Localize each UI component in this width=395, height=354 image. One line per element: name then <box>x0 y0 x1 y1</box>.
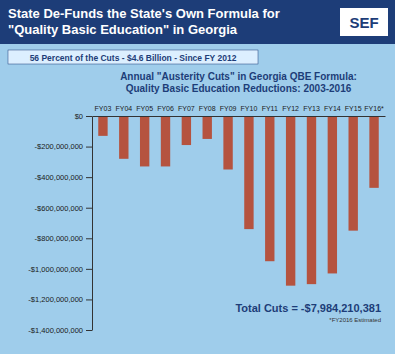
bar <box>307 116 316 284</box>
bar <box>223 116 232 170</box>
x-tick: FY16* <box>364 105 384 112</box>
x-tick: FY08 <box>199 105 216 112</box>
banner-box <box>8 50 258 64</box>
y-tick-mark <box>86 116 92 117</box>
x-tick-label: FY04 <box>115 105 132 112</box>
x-tick: FY15 <box>345 105 362 112</box>
y-tick: -$1,200,000,000 <box>28 295 92 304</box>
y-tick-label: $0 <box>75 112 83 121</box>
x-tick: FY04 <box>115 105 132 112</box>
y-axis-line <box>92 117 93 331</box>
x-tick: FY14 <box>324 105 341 112</box>
y-tick-mark <box>86 147 92 148</box>
x-tick-label: FY12 <box>282 105 299 112</box>
x-tick-label: FY07 <box>178 105 195 112</box>
y-tick-label: -$600,000,000 <box>35 204 83 213</box>
background <box>0 0 395 354</box>
bar <box>182 116 191 145</box>
y-tick: -$1,000,000,000 <box>28 265 92 274</box>
chart-title: Quality Basic Education Reductions: 2003… <box>126 83 352 94</box>
y-tick-mark <box>86 269 92 270</box>
y-tick-label: -$400,000,000 <box>35 173 83 182</box>
x-tick-label: FY03 <box>95 105 112 112</box>
y-tick-label: -$800,000,000 <box>35 234 83 243</box>
bar <box>98 116 107 136</box>
y-tick: -$800,000,000 <box>35 234 92 243</box>
x-tick: FY07 <box>178 105 195 112</box>
x-tick: FY03 <box>95 105 112 112</box>
bar <box>349 116 358 231</box>
x-tick: FY09 <box>220 105 237 112</box>
bar <box>369 116 378 188</box>
bar <box>286 116 295 286</box>
plot: $0 -$200,000,000 -$400,000,000 -$600,000,00… <box>28 105 385 335</box>
logo-box <box>340 8 388 36</box>
x-axis: FY03FY04 FY05 FY06 FY07 FY08 FY09 FY10 FY11 FY12… <box>93 105 386 117</box>
heading: State De-Funds the State's Own Formula f… <box>8 6 280 21</box>
x-tick: FY05 <box>136 105 153 112</box>
x-tick: FY11 <box>262 105 278 112</box>
x-tick-label: FY05 <box>136 105 153 112</box>
y-tick: -$600,000,000 <box>35 204 92 213</box>
x-tick: FY06 <box>157 105 174 112</box>
x-tick-label: FY09 <box>220 105 237 112</box>
x-tick-label: FY06 <box>157 105 174 112</box>
x-tick-label: FY08 <box>199 105 216 112</box>
bar <box>161 116 170 166</box>
heading: "Quality Basic Education" in Georgia <box>8 22 238 37</box>
y-tick: $0 <box>75 112 92 121</box>
x-tick: FY12 <box>282 105 299 112</box>
x-tick-label: FY13 <box>303 105 320 112</box>
x-axis-line <box>93 116 386 117</box>
logo: SEF <box>349 14 378 31</box>
y-tick-label: -$1,000,000,000 <box>28 265 83 274</box>
x-tick-label: FY14 <box>324 105 341 112</box>
y-tick-label: -$200,000,000 <box>35 142 83 151</box>
y-tick-label: -$1,400,000,000 <box>28 326 83 335</box>
footnote: *FY2016 Estimated <box>329 317 381 323</box>
x-tick-label: FY11 <box>262 105 278 112</box>
y-tick-mark <box>86 299 92 300</box>
header-band <box>0 0 395 44</box>
y-axis: $0 -$200,000,000 -$400,000,000 -$600,000,00… <box>28 112 92 335</box>
y-tick-mark <box>86 238 92 239</box>
y-tick-mark <box>86 330 92 331</box>
x-tick: FY13 <box>303 105 320 112</box>
bar <box>203 116 212 139</box>
x-tick-label: FY16* <box>364 105 384 112</box>
x-tick-label: FY10 <box>241 105 258 112</box>
banner: 56 Percent of the Cuts - $4.6 Billion - … <box>30 53 237 63</box>
bar <box>244 116 253 229</box>
bar <box>140 116 149 166</box>
y-tick: -$400,000,000 <box>35 173 92 182</box>
x-tick: FY10 <box>241 105 258 112</box>
bar <box>119 116 128 159</box>
y-tick-mark <box>86 177 92 178</box>
bars <box>98 116 378 286</box>
y-tick: -$200,000,000 <box>35 142 92 151</box>
x-tick-label: FY15 <box>345 105 362 112</box>
annotation: Total Cuts = -$7,984,210,381 <box>235 302 381 314</box>
bar <box>328 116 337 273</box>
chart-title: Annual "Austerity Cuts" in Georgia QBE F… <box>120 71 357 82</box>
y-tick-label: -$1,200,000,000 <box>28 295 83 304</box>
slide: State De-Funds the State's Own Formula f… <box>0 0 395 354</box>
bar <box>265 116 274 261</box>
y-tick-mark <box>86 208 92 209</box>
y-tick: -$1,400,000,000 <box>28 326 92 335</box>
